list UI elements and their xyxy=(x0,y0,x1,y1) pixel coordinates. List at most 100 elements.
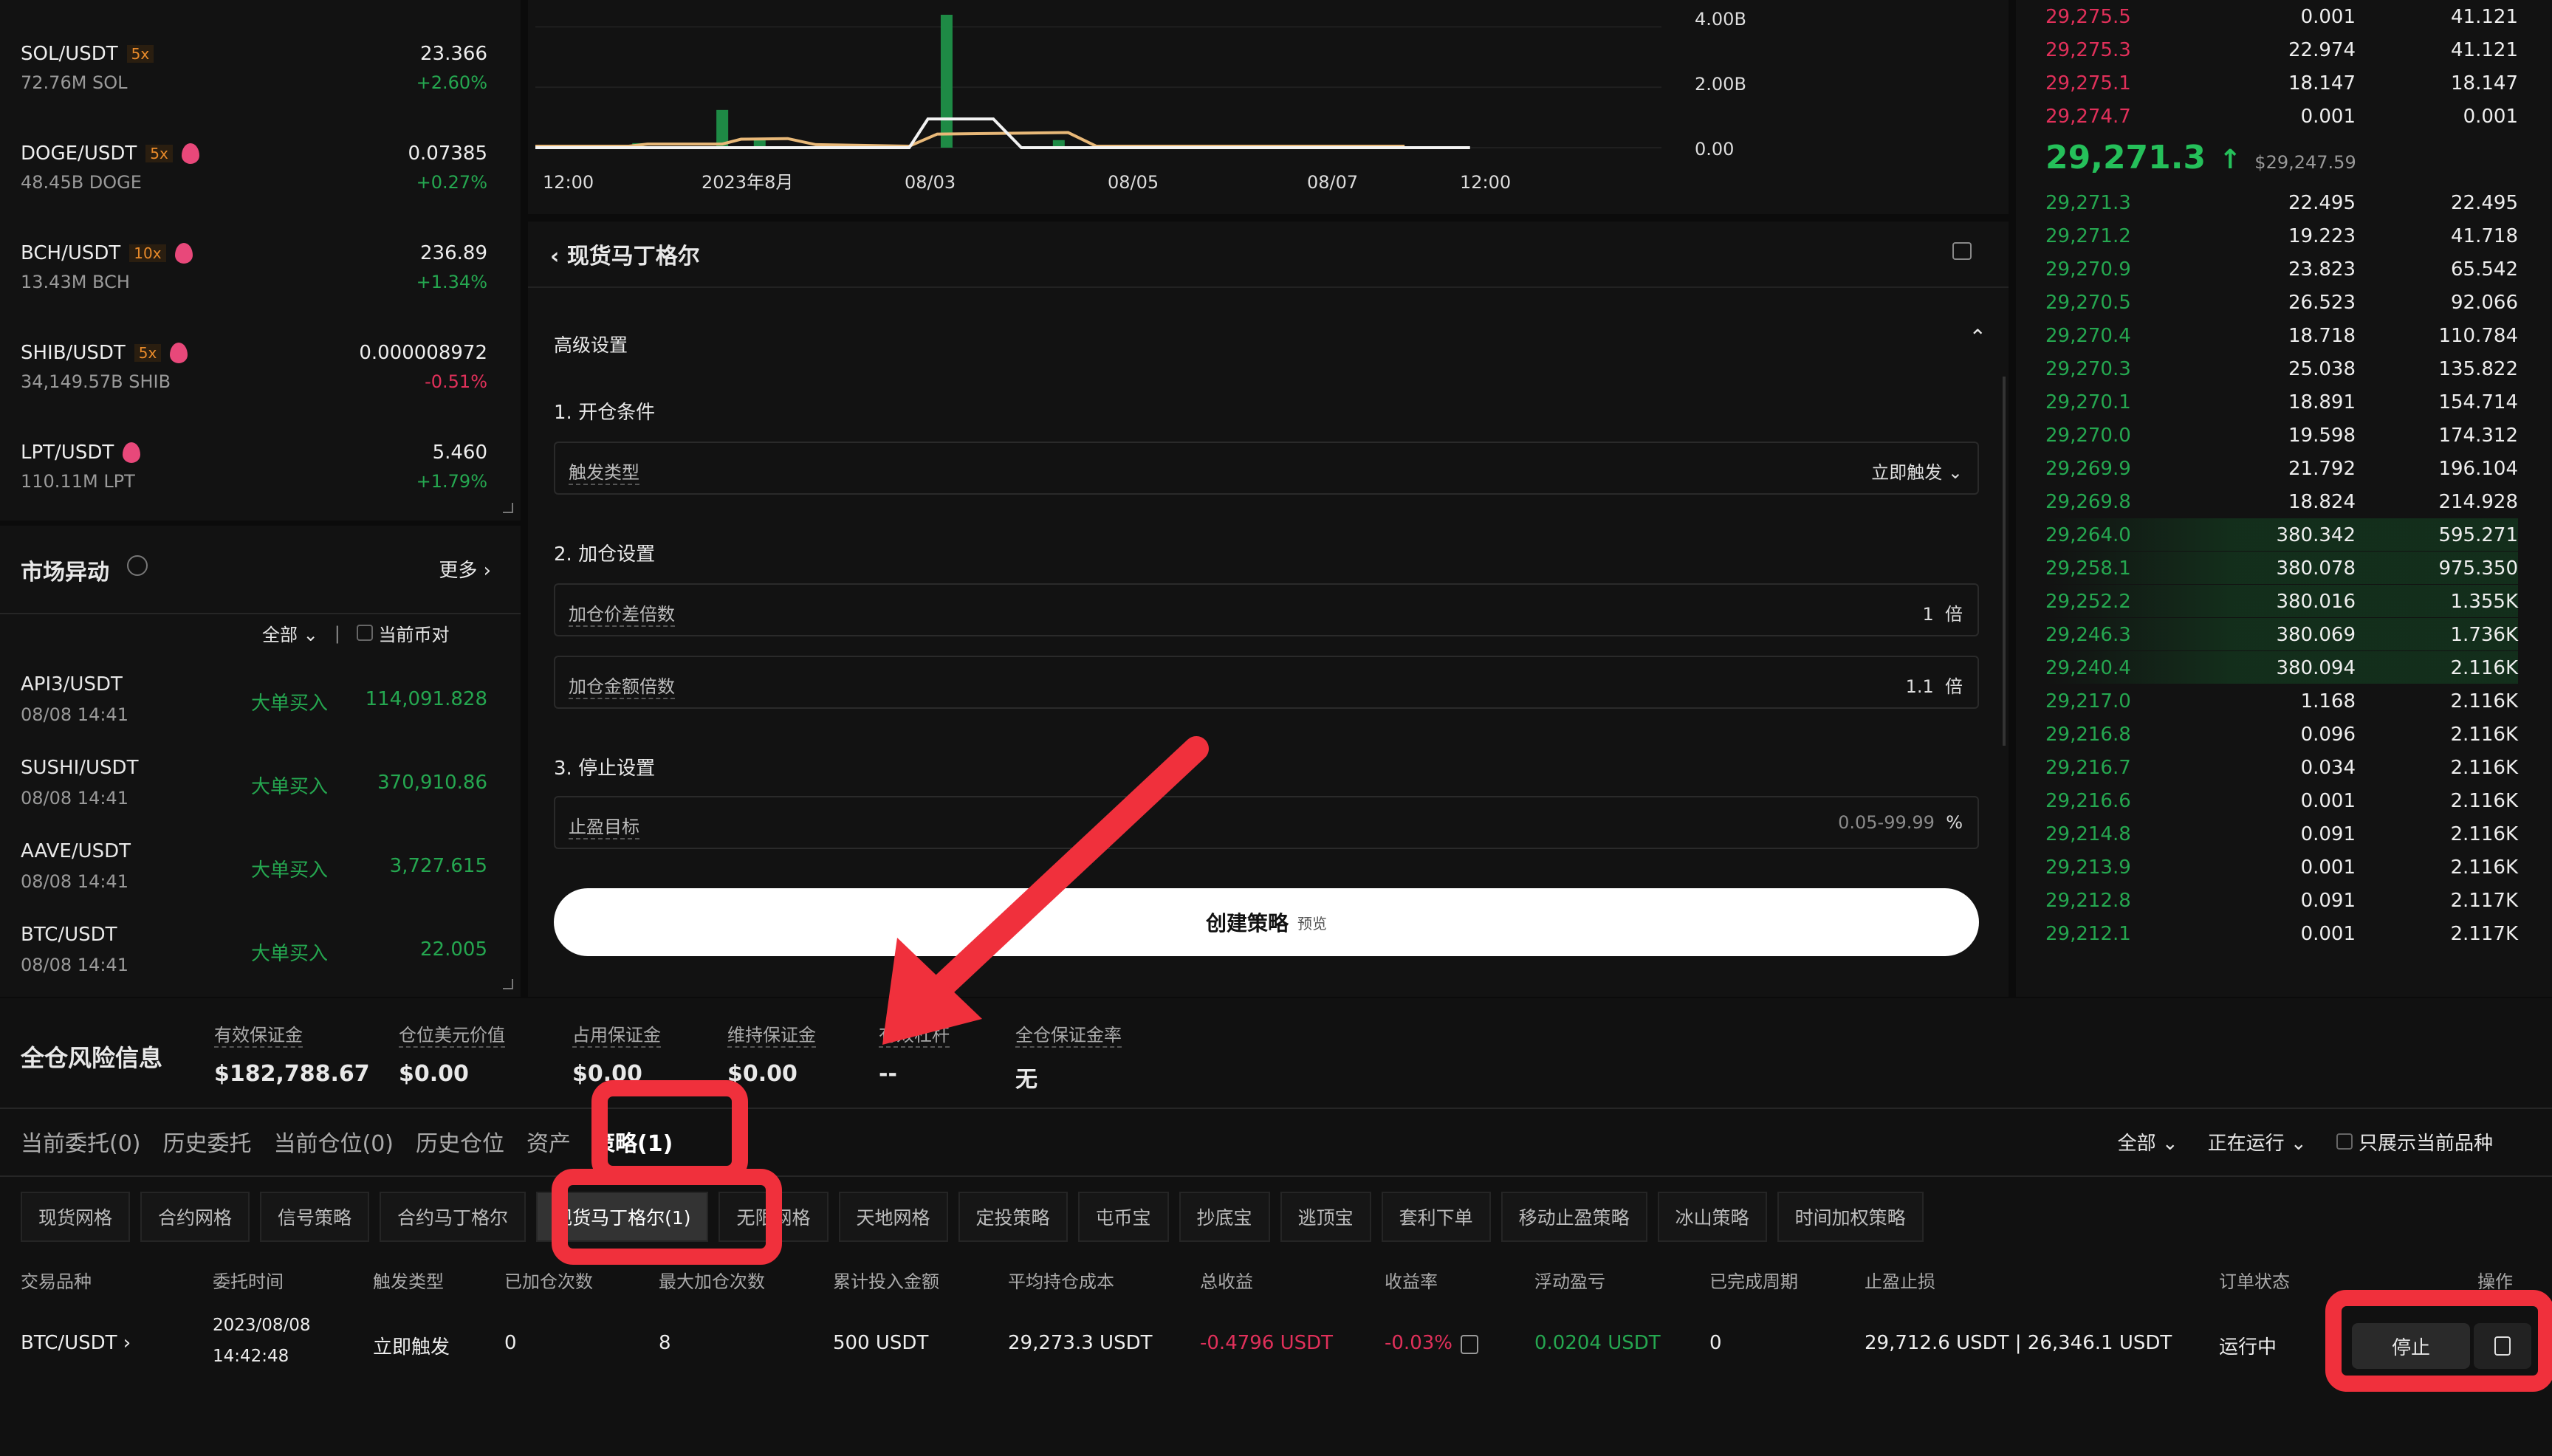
amount: 0.091 xyxy=(2300,823,2356,845)
pair-link[interactable]: BTC/USDT › xyxy=(21,1332,131,1354)
current-pair-checkbox[interactable]: 当前币对 xyxy=(356,620,449,646)
bid-row[interactable]: 29,264.0 380.342 595.271 xyxy=(2045,518,2518,551)
tab[interactable]: 当前委托(0) xyxy=(21,1131,141,1157)
tab[interactable]: 资产 xyxy=(526,1131,571,1157)
ticker-row[interactable]: BCH/USDT 10x 13.43M BCH 236.89 +1.34% xyxy=(21,242,487,323)
ticker-row[interactable]: SOL/USDT 5x 72.76M SOL 23.366 +2.60% xyxy=(21,43,487,124)
ticker-row[interactable]: SHIB/USDT 5x 34,149.57B SHIB 0.000008972 -0.… xyxy=(21,342,487,423)
bid-row[interactable]: 29,214.8 0.091 2.116K xyxy=(2045,817,2518,850)
price-multiplier-input[interactable]: 加仓价差倍数 1 倍 xyxy=(554,583,1979,636)
move-pair: SUSHI/USDT xyxy=(21,757,139,779)
strategy-subtab[interactable]: 屯币宝 xyxy=(1077,1192,1169,1242)
bid-row[interactable]: 29,270.9 23.823 65.542 xyxy=(2045,253,2518,285)
bid-row[interactable]: 29,270.1 18.891 154.714 xyxy=(2045,385,2518,418)
detail-button[interactable] xyxy=(2474,1323,2531,1369)
ticker-pair: LPT/USDT xyxy=(21,442,141,464)
strategy-subtab[interactable]: 无限网格 xyxy=(718,1192,829,1242)
strategy-subtab[interactable]: 现货网格 xyxy=(21,1192,131,1242)
bid-row[interactable]: 29,216.7 0.034 2.116K xyxy=(2045,751,2518,783)
ticker-row[interactable]: DOGE/USDT 5x 48.45B DOGE 0.07385 +0.27% xyxy=(21,142,487,224)
strategy-subtab[interactable]: 定投策略 xyxy=(958,1192,1068,1242)
bid-row[interactable]: 29,271.3 22.495 22.495 xyxy=(2045,186,2518,219)
bid-row[interactable]: 29,270.0 19.598 174.312 xyxy=(2045,419,2518,451)
strategy-back-title[interactable]: ‹ 现货马丁格尔 xyxy=(550,238,700,270)
amount-multiplier-input[interactable]: 加仓金额倍数 1.1 倍 xyxy=(554,656,1979,709)
risk-value: -- xyxy=(879,1061,897,1087)
tab[interactable]: 策略(1) xyxy=(593,1131,673,1157)
column-header: 委托时间 xyxy=(213,1271,284,1292)
trigger-value: 立即触发 ⌄ xyxy=(1871,462,1963,483)
strategy-subtab[interactable]: 移动止盈策略 xyxy=(1500,1192,1647,1242)
price-chart[interactable]: 4.00B 2.00B 0.00 12:00 2023年8月 08/03 08/05 08/0… xyxy=(528,0,2009,214)
tab[interactable]: 历史仓位 xyxy=(416,1131,504,1157)
strategy-subtab[interactable]: 套利下单 xyxy=(1381,1192,1491,1242)
advanced-settings-header[interactable]: 高级设置 xyxy=(554,334,628,356)
ticker-volume: 13.43M BCH xyxy=(21,272,130,292)
ticker-change: -0.51% xyxy=(425,371,487,392)
filter-all-dropdown[interactable]: 全部 ⌄ xyxy=(262,620,318,646)
bid-row[interactable]: 29,212.1 0.001 2.117K xyxy=(2045,917,2518,950)
bid-row[interactable]: 29,269.8 18.824 214.928 xyxy=(2045,485,2518,518)
bid-row[interactable]: 29,246.3 380.069 1.736K xyxy=(2045,618,2518,650)
ask-row[interactable]: 29,275.1 18.147 18.147 xyxy=(2045,66,2518,99)
share-icon[interactable] xyxy=(1461,1335,1478,1354)
tab[interactable]: 当前仓位(0) xyxy=(273,1131,394,1157)
bid-row[interactable]: 29,217.0 1.168 2.116K xyxy=(2045,684,2518,717)
chevron-up-icon[interactable]: ⌃ xyxy=(1969,325,1986,349)
amount: 26.523 xyxy=(2288,292,2356,314)
info-icon[interactable] xyxy=(127,555,148,576)
pair-name: SOL/USDT xyxy=(21,43,118,65)
ticker-price: 236.89 xyxy=(420,242,487,264)
strategy-subtab[interactable]: 冰山策略 xyxy=(1657,1192,1767,1242)
strategy-subtab[interactable]: 合约马丁格尔 xyxy=(380,1192,526,1242)
strategy-subtab[interactable]: 信号策略 xyxy=(260,1192,370,1242)
bid-row[interactable]: 29,213.9 0.001 2.116K xyxy=(2045,851,2518,883)
strategy-subtab[interactable]: 逃顶宝 xyxy=(1280,1192,1371,1242)
bid-row[interactable]: 29,240.4 380.094 2.116K xyxy=(2045,651,2518,684)
ask-row[interactable]: 29,274.7 0.001 0.001 xyxy=(2045,100,2518,132)
total: 196.104 xyxy=(2438,458,2518,480)
bid-row[interactable]: 29,252.2 380.016 1.355K xyxy=(2045,585,2518,617)
strategy-subtab[interactable]: 抄底宝 xyxy=(1179,1192,1270,1242)
info-card-icon[interactable] xyxy=(1952,242,1972,260)
price: 29,270.0 xyxy=(2045,425,2131,447)
tab[interactable]: 历史委托 xyxy=(162,1131,252,1157)
market-move-row[interactable]: AAVE/USDT 08/08 14:41 大单买入 3,727.615 xyxy=(21,840,487,914)
bid-row[interactable]: 29,216.6 0.001 2.116K xyxy=(2045,784,2518,817)
strategy-subtab[interactable]: 天地网格 xyxy=(838,1192,948,1242)
strategy-subtab[interactable]: 时间加权策略 xyxy=(1777,1192,1924,1242)
scrollbar[interactable] xyxy=(2003,377,2006,746)
bid-row[interactable]: 29,270.3 25.038 135.822 xyxy=(2045,352,2518,385)
take-profit-input[interactable]: 止盈目标 0.05-99.99 % xyxy=(554,796,1979,849)
bid-row[interactable]: 29,216.8 0.096 2.116K xyxy=(2045,718,2518,750)
market-move-row[interactable]: BTC/USDT 08/08 14:41 大单买入 22.005 xyxy=(21,924,487,997)
move-type: 大单买入 xyxy=(251,943,329,965)
strategy-subtab[interactable]: 合约网格 xyxy=(140,1192,250,1242)
strategy-subtab[interactable]: 现货马丁格尔(1) xyxy=(536,1192,709,1242)
status-dropdown[interactable]: 正在运行 ⌄ xyxy=(2207,1133,2307,1155)
bid-row[interactable]: 29,269.9 21.792 196.104 xyxy=(2045,452,2518,484)
y-tick-label: 4.00B xyxy=(1695,9,1746,30)
bid-row[interactable]: 29,258.1 380.078 975.350 xyxy=(2045,552,2518,584)
resize-handle[interactable] xyxy=(503,979,513,989)
resize-handle[interactable] xyxy=(503,503,513,513)
only-current-checkbox[interactable]: 只展示当前品种 xyxy=(2336,1128,2493,1155)
more-link[interactable]: 更多 › xyxy=(439,560,491,582)
market-move-row[interactable]: API3/USDT 08/08 14:41 大单买入 114,091.828 xyxy=(21,673,487,747)
amount: 25.038 xyxy=(2288,358,2356,380)
chart-canvas[interactable]: 4.00B 2.00B 0.00 12:00 2023年8月 08/03 08/05 08/0… xyxy=(528,0,2009,214)
trigger-type-select[interactable]: 触发类型 立即触发 ⌄ xyxy=(554,442,1979,495)
amount: 0.034 xyxy=(2300,757,2356,779)
total: 110.784 xyxy=(2438,325,2518,347)
bid-row[interactable]: 29,270.5 26.523 92.066 xyxy=(2045,286,2518,318)
bid-row[interactable]: 29,271.2 19.223 41.718 xyxy=(2045,219,2518,252)
ticker-row[interactable]: LPT/USDT 110.11M LPT 5.460 +1.79% xyxy=(21,442,487,523)
filter-all-dropdown[interactable]: 全部 ⌄ xyxy=(2117,1133,2178,1155)
bid-row[interactable]: 29,212.8 0.091 2.117K xyxy=(2045,884,2518,916)
ask-row[interactable]: 29,275.3 22.974 41.121 xyxy=(2045,33,2518,66)
create-strategy-button[interactable]: 创建策略 预览 xyxy=(554,888,1979,956)
ask-row[interactable]: 29,275.5 0.001 41.121 xyxy=(2045,0,2518,32)
market-move-row[interactable]: SUSHI/USDT 08/08 14:41 大单买入 370,910.86 xyxy=(21,757,487,831)
bid-row[interactable]: 29,270.4 18.718 110.784 xyxy=(2045,319,2518,351)
stop-button[interactable]: 停止 xyxy=(2352,1323,2470,1369)
